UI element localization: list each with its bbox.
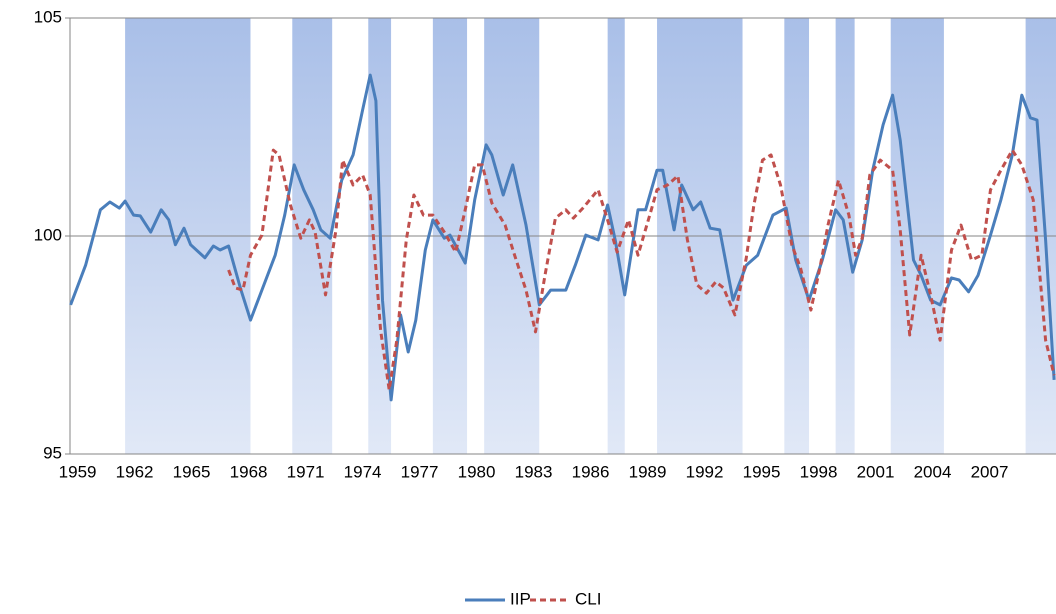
x-tick-label: 1980: [458, 462, 496, 481]
x-tick-label: 1962: [116, 462, 154, 481]
x-tick-label: 1995: [743, 462, 781, 481]
x-tick-label: 1968: [230, 462, 268, 481]
x-tick-label: 1977: [401, 462, 439, 481]
x-tick-label: 2007: [971, 462, 1009, 481]
x-tick-label: 1989: [629, 462, 667, 481]
x-tick-label: 1983: [515, 462, 553, 481]
x-tick-label: 1992: [686, 462, 724, 481]
x-tick-label: 1959: [59, 462, 97, 481]
x-tick-label: 1986: [572, 462, 610, 481]
x-tick-label: 1965: [173, 462, 211, 481]
legend-label: CLI: [575, 589, 601, 608]
x-tick-label: 1998: [800, 462, 838, 481]
series-line: [227, 148, 1056, 392]
y-tick-label: 105: [34, 7, 62, 26]
series-line: [69, 73, 1056, 402]
x-tick-label: 2004: [914, 462, 952, 481]
y-tick-label: 95: [43, 443, 62, 462]
x-tick-label: 2001: [857, 462, 895, 481]
legend-label: IIP: [510, 589, 531, 608]
y-tick-label: 100: [34, 225, 62, 244]
x-tick-label: 1974: [344, 462, 382, 481]
x-tick-label: 1971: [287, 462, 325, 481]
